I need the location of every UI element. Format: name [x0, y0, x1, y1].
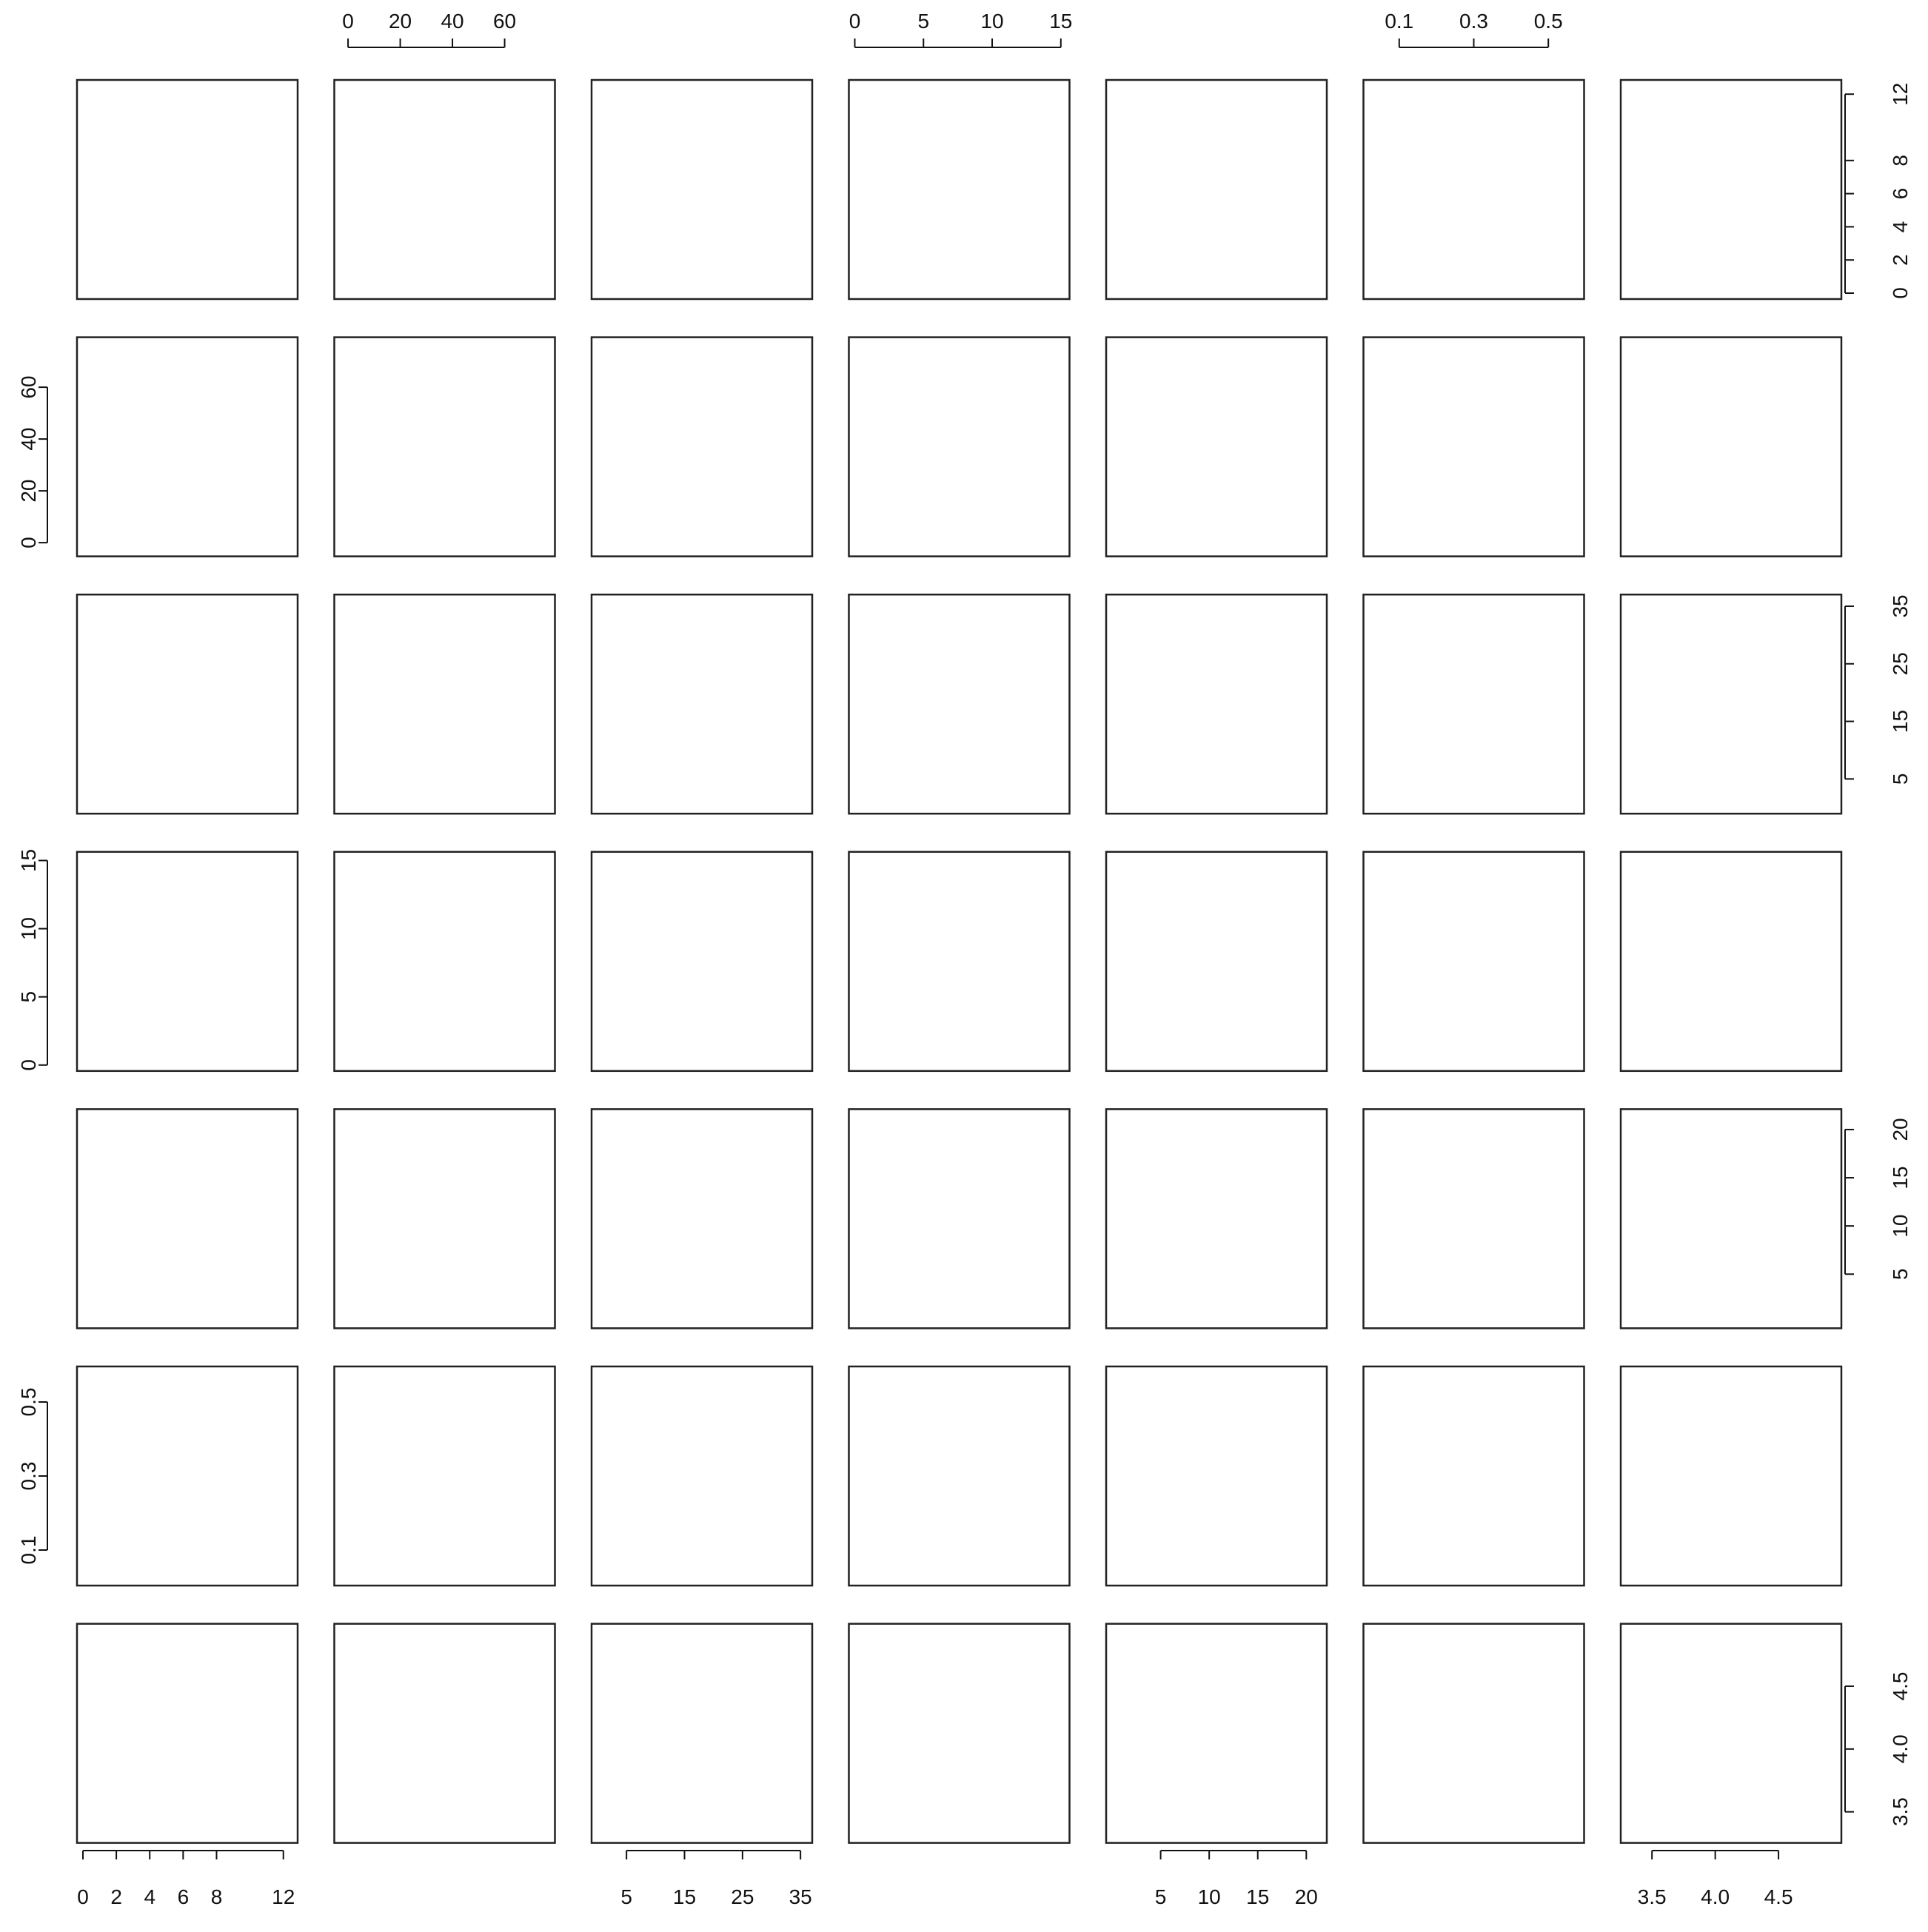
panel-frame [848, 593, 1071, 815]
panel-frame [76, 78, 299, 301]
panel-frame [1105, 78, 1328, 301]
panel-frame [76, 851, 299, 1073]
panel-frame [590, 593, 814, 815]
panel-Dbh-CH: 0.63*** [1105, 336, 1328, 557]
panel-frame [1362, 593, 1585, 815]
panel-CH-Dbh [333, 1108, 556, 1329]
panel-DBT-Height [590, 851, 814, 1073]
panel-Height-Bark_pH: -0.34*** [1619, 593, 1843, 815]
panel-Height-richness [76, 593, 299, 815]
panel-frame [333, 1108, 556, 1329]
panel-CH-Bark_N: 0.10 [1362, 1108, 1585, 1329]
panel-frame [590, 1108, 814, 1329]
panel-Dbh-Dbh: Dbh [333, 336, 556, 557]
panel-frame [590, 336, 814, 557]
panel-frame [76, 593, 299, 815]
panel-richness-DBT: 0.12* [848, 78, 1071, 301]
panel-frame [333, 593, 556, 815]
panel-frame [1362, 336, 1585, 557]
panel-DBT-DBT: DBT [848, 851, 1071, 1073]
panel-DBT-CH: 0.27*** [1105, 851, 1328, 1073]
panel-richness-richness: richness [76, 78, 299, 301]
panel-DBT-Dbh [333, 851, 556, 1073]
panel-Height-Bark_N: 0.16** [1362, 593, 1585, 815]
panel-frame [1105, 851, 1328, 1073]
panel-Dbh-richness [76, 336, 299, 557]
panel-frame [590, 851, 814, 1073]
panel-frame [1105, 1108, 1328, 1329]
panel-CH-CH: CH [1105, 1108, 1328, 1329]
panel-Dbh-Bark_N: 0.19*** [1362, 336, 1585, 557]
panel-frame [848, 78, 1071, 301]
panel-richness-CH: 0.18*** [1105, 78, 1328, 301]
panel-richness-Bark_pH: -0.23*** [1619, 78, 1843, 301]
panel-DBT-Bark_pH: -0.20*** [1619, 851, 1843, 1073]
panel-frame [333, 851, 556, 1073]
panel-frame [1619, 336, 1843, 557]
panel-CH-richness [76, 1108, 299, 1329]
panel-Height-Dbh [333, 593, 556, 815]
panel-frame [1619, 593, 1843, 815]
panel-CH-Height [590, 1108, 814, 1329]
panel-frame [848, 1108, 1071, 1329]
panel-frame [1619, 78, 1843, 301]
panel-frame [1105, 593, 1328, 815]
panel-CH-Bark_pH: -0.17** [1619, 1108, 1843, 1329]
panel-frame [590, 78, 814, 301]
panel-Dbh-Bark_pH: -0.31*** [1619, 336, 1843, 557]
panel-DBT-Bark_N: 0.11* [1362, 851, 1585, 1073]
panel-frame [76, 1108, 299, 1329]
panel-richness-Bark_N: -0.03 [1362, 78, 1585, 301]
panel-frame [333, 78, 556, 301]
panel-frame [1362, 1108, 1585, 1329]
panel-Dbh-Height: 0.81*** [590, 336, 814, 557]
panel-frame [1362, 851, 1585, 1073]
panel-frame [1619, 851, 1843, 1073]
panel-DBT-richness [76, 851, 299, 1073]
panel-Bark_N-richness [76, 1365, 299, 1587]
panel-frame [1619, 1108, 1843, 1329]
panel-richness-Dbh: 0.07 [333, 78, 556, 301]
panel-frame [76, 336, 299, 557]
panel-frame [848, 336, 1071, 557]
panel-Height-Height: Height [590, 593, 814, 815]
panel-CH-DBT [848, 1108, 1071, 1329]
panel-Height-CH: 0.66*** [1105, 593, 1328, 815]
panel-richness-Height: 0.25*** [590, 78, 814, 301]
panel-frame [848, 851, 1071, 1073]
panel-Dbh-DBT: 0.50*** [848, 336, 1071, 557]
panel-frame [1105, 336, 1328, 557]
panel-Height-DBT: 0.51*** [848, 593, 1071, 815]
panel-frame [1362, 78, 1585, 301]
panel-frame [333, 336, 556, 557]
